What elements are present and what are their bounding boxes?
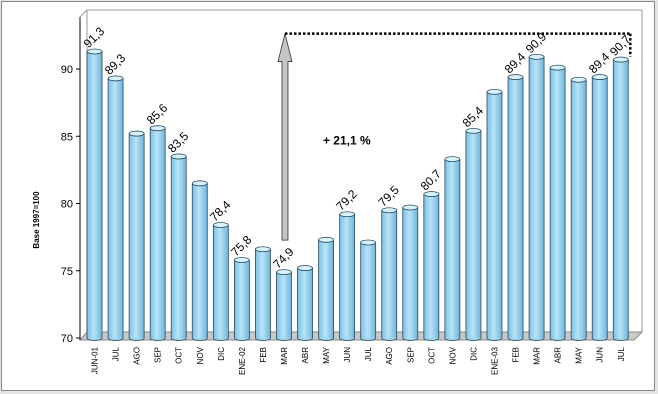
category-label: MAY — [322, 346, 331, 363]
category-label: FEB — [512, 347, 521, 363]
y-tick-label: 80 — [61, 199, 73, 211]
bar — [128, 130, 145, 341]
bar — [255, 246, 271, 341]
category-label: DIC — [469, 347, 478, 361]
category-label: MAY — [575, 346, 584, 363]
y-tick-label: 75 — [61, 266, 73, 278]
bar — [212, 222, 229, 341]
category-label: SEP — [406, 347, 415, 363]
category-label: ABR — [301, 347, 310, 364]
bar — [402, 204, 419, 341]
category-label: SEP — [154, 347, 163, 363]
y-axis: 70 75 80 85 90 — [61, 64, 80, 345]
bar — [507, 74, 524, 341]
category-label: ABR — [554, 347, 563, 364]
bar — [360, 239, 377, 341]
category-label: MAR — [280, 347, 289, 365]
y-tick-label: 70 — [61, 333, 73, 345]
bar — [86, 48, 103, 341]
bar — [444, 156, 461, 341]
category-label: JUL — [617, 346, 626, 361]
bar — [233, 257, 250, 341]
bars-group — [86, 48, 629, 341]
bar — [423, 191, 440, 341]
y-axis-label: Base 1997=100 — [32, 191, 41, 249]
growth-annotation: + 21,1 % — [277, 32, 632, 241]
bar — [528, 53, 545, 341]
category-label: MAR — [533, 347, 542, 365]
category-label: NOV — [196, 346, 205, 364]
category-label: ENE-02 — [238, 346, 247, 375]
category-label: AGO — [385, 347, 394, 365]
bar — [591, 74, 608, 341]
bar — [170, 153, 187, 341]
category-label: JUN-01 — [91, 346, 100, 374]
y-tick-label: 85 — [61, 131, 73, 143]
growth-arrow — [277, 33, 293, 241]
category-label: ENE-03 — [490, 346, 499, 375]
category-label: NOV — [448, 346, 457, 364]
category-label: JUL — [112, 346, 121, 361]
category-label: AGO — [133, 347, 142, 365]
bar — [191, 180, 208, 341]
bar — [465, 127, 482, 341]
bar — [339, 211, 356, 341]
bar — [107, 75, 124, 341]
category-label: FEB — [259, 347, 268, 363]
bar — [297, 265, 313, 341]
bar — [549, 64, 566, 341]
category-label: DIC — [217, 347, 226, 361]
growth-annotation-text: + 21,1 % — [323, 133, 371, 147]
bar — [612, 56, 629, 341]
category-label: JUL — [364, 346, 373, 361]
bar — [486, 88, 503, 341]
bar — [276, 269, 292, 341]
category-label: JUN — [596, 347, 605, 363]
bar — [149, 125, 166, 341]
category-labels: JUN-01 JUL AGO SEP OCT NOV DIC ENE-02 FEB MAR ABR M… — [91, 346, 626, 375]
y-axis-depth-line — [79, 9, 88, 18]
bar — [381, 207, 398, 341]
category-label: JUN — [343, 347, 352, 363]
category-label: OCT — [427, 347, 436, 364]
bar — [570, 76, 587, 341]
bar — [318, 236, 334, 341]
category-label: OCT — [175, 347, 184, 364]
y-tick-label: 90 — [61, 64, 73, 76]
